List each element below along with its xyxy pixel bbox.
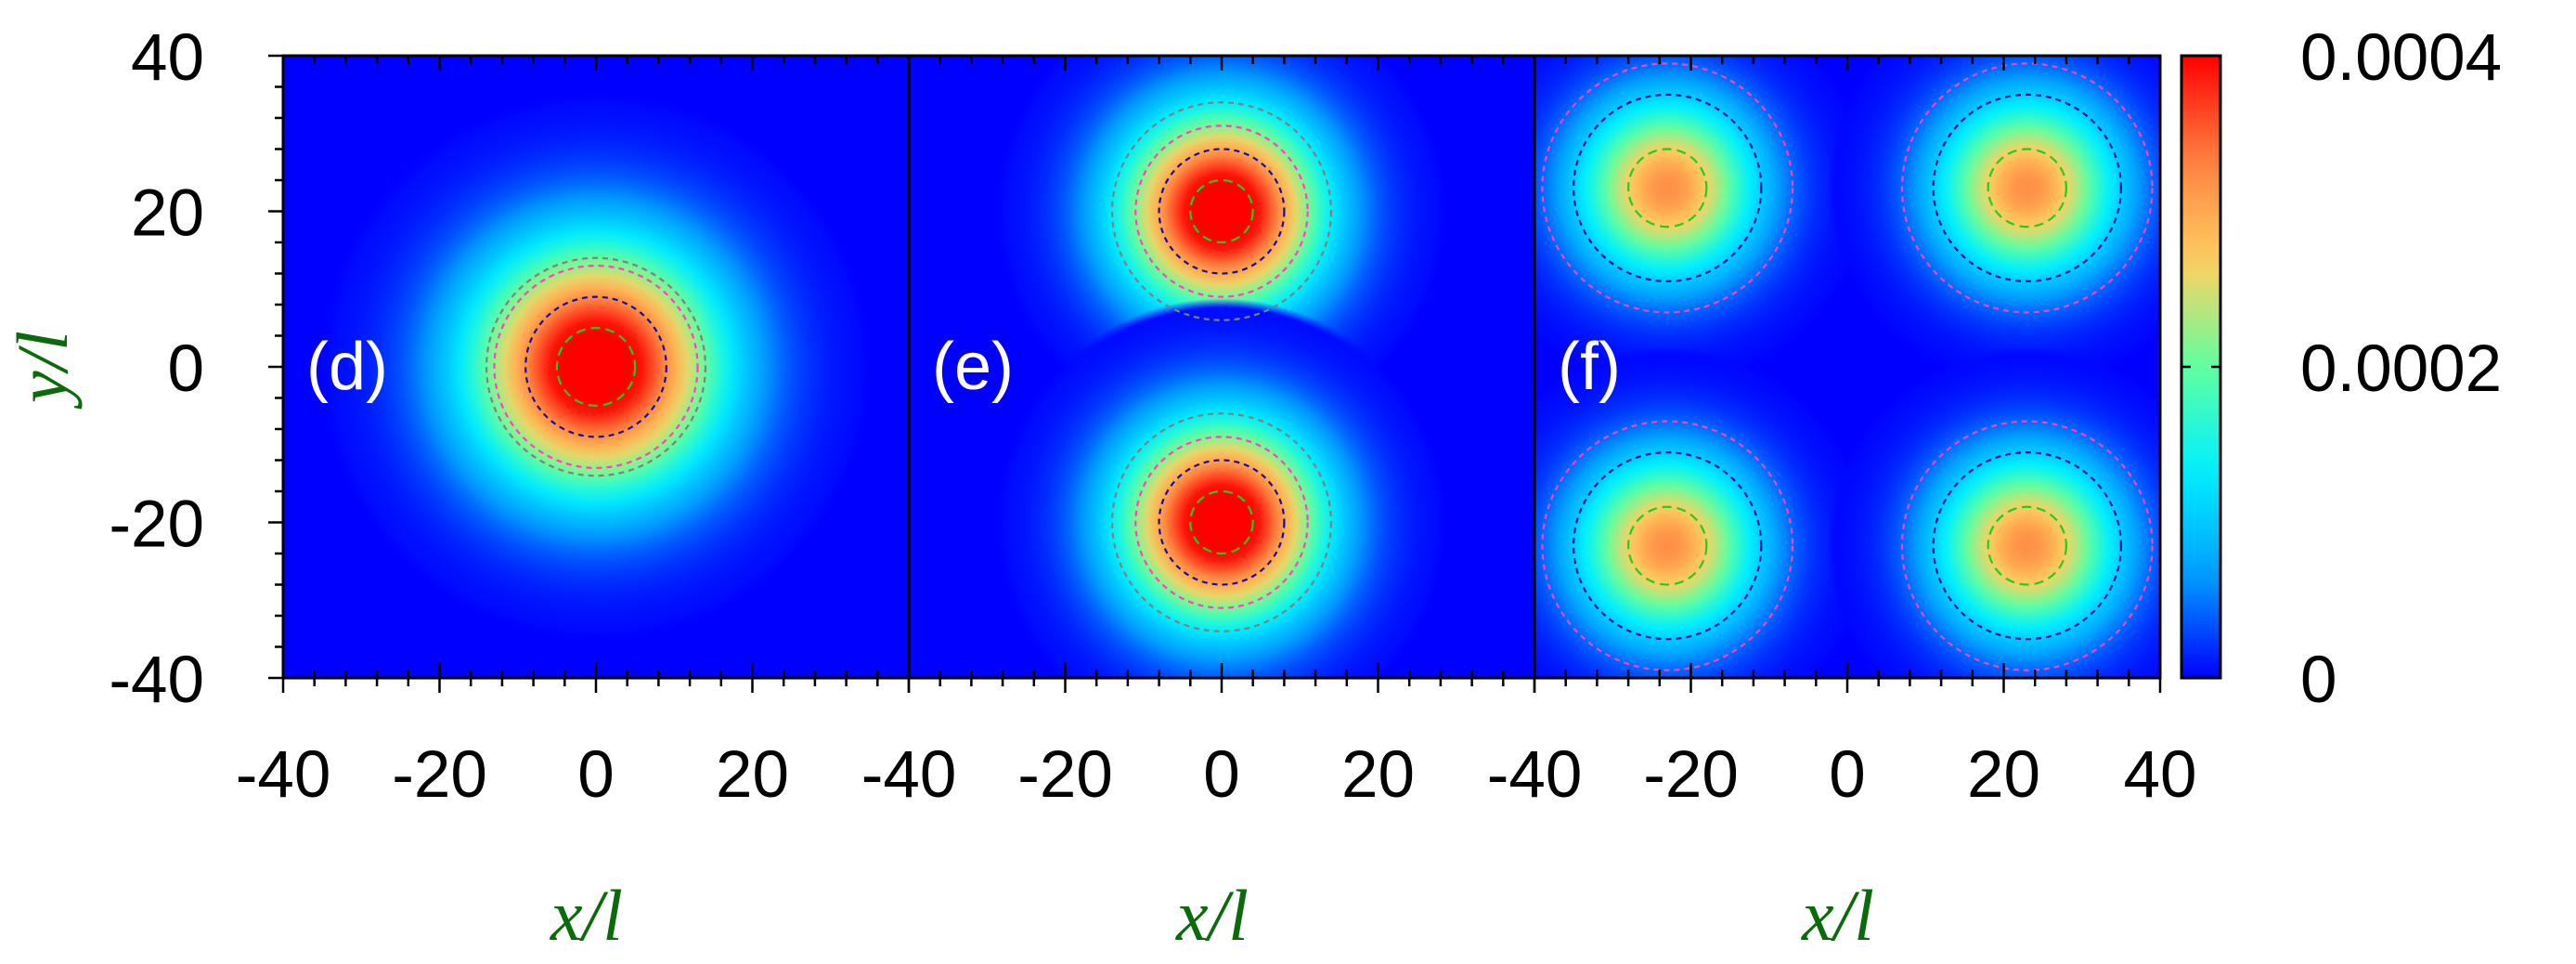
x-tick-label: -40 — [236, 738, 331, 812]
axis-ticks — [268, 54, 2162, 693]
panel-1 — [909, 56, 1534, 678]
heatmap-panels — [281, 54, 2162, 680]
contour-line — [555, 327, 637, 407]
contour-line — [524, 295, 667, 438]
x-axis-title: x/l — [550, 875, 623, 956]
density-peak-3 — [1827, 346, 2160, 678]
density-peak-2 — [1534, 346, 1868, 678]
contour-line — [1134, 436, 1309, 609]
contour-line — [1900, 420, 2154, 671]
contour-line — [1987, 505, 2067, 586]
y-tick-label: -40 — [109, 644, 204, 717]
y-axis-title: y/l — [2, 331, 83, 410]
x-tick-label: -20 — [392, 738, 487, 812]
x-tick-label: 20 — [1967, 738, 2040, 812]
contour-line — [1932, 451, 2122, 641]
colorbar-tick-label: 0 — [2300, 644, 2337, 717]
contour-line — [1573, 451, 1763, 641]
contour-line — [485, 256, 707, 477]
x-tick-label: 0 — [1829, 738, 1866, 812]
contour-line — [1541, 420, 1794, 671]
density-peak-0 — [1534, 56, 1868, 387]
x-tick-label: -20 — [1643, 738, 1739, 812]
x-tick-label: -40 — [861, 738, 957, 812]
contour-line — [1626, 148, 1708, 228]
contour-line — [1573, 93, 1763, 282]
axis-labels: (d) -40 -20 0 20 x/l (e) -40 -20 0 20 x/l (f) -40 -20 0… — [2, 21, 2196, 956]
contour-line — [1932, 93, 2122, 282]
y-tick-label: 20 — [131, 177, 204, 251]
contour-line — [1189, 178, 1254, 244]
colorbar: 0.0004 0.0002 0 — [2180, 21, 2502, 717]
contour-line — [1626, 505, 1708, 586]
contour-line — [1189, 489, 1254, 555]
contour-line — [493, 265, 699, 469]
contour-line — [1158, 148, 1286, 275]
panel-label: (d) — [306, 330, 388, 404]
x-tick-label: 0 — [577, 738, 615, 812]
y-tick-label: 40 — [131, 21, 204, 95]
contour-line — [1987, 148, 2067, 228]
panel-label: (f) — [1558, 330, 1621, 404]
contour-line — [1541, 62, 1794, 314]
x-tick-label: 20 — [716, 738, 789, 812]
x-tick-label: 20 — [1341, 738, 1415, 812]
x-axis-title: x/l — [1175, 875, 1249, 956]
x-tick-label: -40 — [1487, 738, 1583, 812]
y-tick-label: -20 — [109, 489, 204, 562]
colorbar-tick-label: 0.0002 — [2300, 332, 2502, 406]
panel-2 — [1534, 56, 2160, 678]
x-tick-label: -20 — [1017, 738, 1113, 812]
x-axis-title: x/l — [1801, 875, 1874, 956]
contour-line — [1134, 124, 1309, 298]
panel-0 — [283, 56, 909, 678]
y-tick-label: 0 — [168, 332, 205, 406]
contour-line — [1158, 459, 1286, 586]
x-tick-label: 0 — [1203, 738, 1240, 812]
density-peak-1 — [996, 298, 1447, 678]
density-peak-0 — [320, 93, 872, 641]
panel-label: (e) — [932, 330, 1014, 404]
x-tick-label: 40 — [2124, 738, 2197, 812]
contour-line — [1110, 412, 1333, 632]
density-peak-1 — [1827, 56, 2160, 387]
colorbar-tick-label: 0.0004 — [2300, 21, 2502, 95]
contour-line — [1110, 101, 1333, 321]
contour-line — [1900, 62, 2154, 314]
